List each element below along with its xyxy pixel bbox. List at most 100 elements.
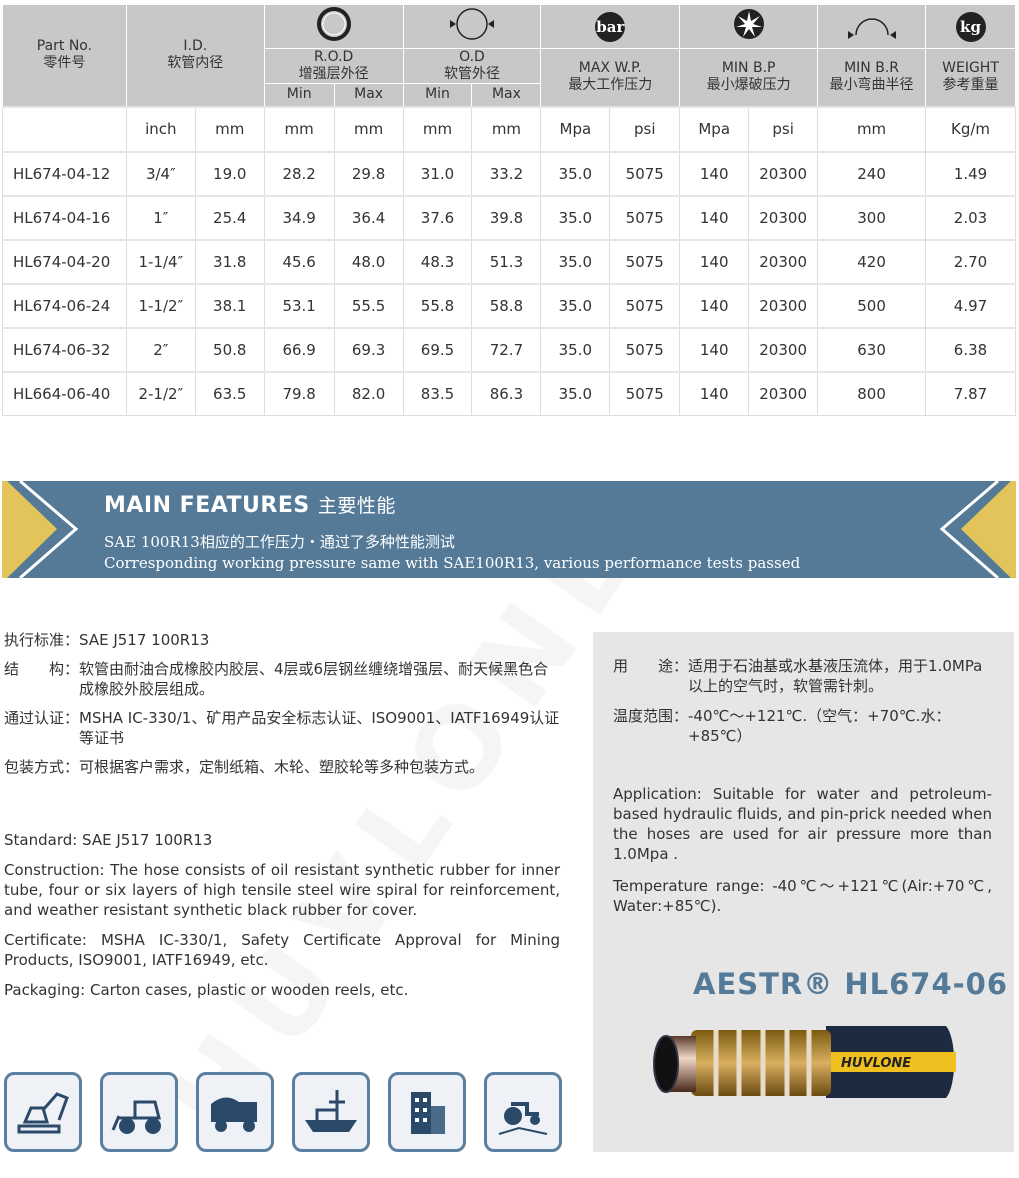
- spec-value: 软管由耐油合成橡胶内胶层、4层或6层钢丝缠绕增强层、耐天候黑色合成橡胶外胶层组成…: [79, 660, 549, 698]
- table-cell: 800: [817, 370, 926, 416]
- spec-item-zh: 温度范围： -40℃～+121℃.（空气：+70℃.水：+85℃）: [613, 706, 992, 746]
- table-row: HL674-06-32 2″ 50.8 66.9 69.3 69.5 72.7 35.0 507…: [2, 326, 1016, 372]
- table-cell: 20300: [748, 194, 819, 240]
- table-cell: 83.5: [402, 370, 473, 416]
- table-cell: 28.2: [263, 150, 335, 196]
- table-cell: 63.5: [194, 370, 265, 416]
- table-cell: 5075: [609, 282, 681, 328]
- table-cell: 1″: [125, 194, 196, 240]
- spec-label: 温度范围：: [613, 707, 689, 725]
- table-cell: 51.3: [471, 238, 542, 284]
- unit-cell: Mpa: [679, 105, 750, 152]
- table-cell: HL674-04-12: [2, 150, 127, 196]
- header-od-min: Min: [402, 83, 473, 107]
- table-cell: 48.0: [333, 238, 404, 284]
- hose-brand: HUVLONE: [841, 1056, 911, 1071]
- table-cell: 50.8: [194, 326, 265, 372]
- table-cell: 31.8: [194, 238, 265, 284]
- features-left-column: 执行标准： SAE J517 100R13 结 构： 软管由耐油合成橡胶内胶层、4层或…: [4, 630, 560, 1010]
- table-cell: 7.87: [925, 370, 1016, 416]
- application-icons: [4, 1072, 562, 1152]
- table-cell: 500: [817, 282, 926, 328]
- table-cell: 6.38: [925, 326, 1016, 372]
- spec-value: 可根据客户需求，定制纸箱、木轮、塑胶轮等多种包装方式。: [79, 758, 485, 776]
- header-weight: WEIGHT 参考重量: [925, 48, 1016, 107]
- header-id: I.D. 软管内径: [125, 4, 265, 107]
- table-cell: HL674-04-20: [2, 238, 127, 284]
- unit-cell: mm: [263, 105, 335, 152]
- unit-cell: [2, 105, 127, 152]
- table-cell: 5075: [609, 370, 681, 416]
- spec-item-en: Application: Suitable for water and petr…: [613, 785, 992, 863]
- unit-cell: Kg/m: [925, 105, 1016, 152]
- table-cell: 45.6: [263, 238, 335, 284]
- table-cell: 79.8: [263, 370, 335, 416]
- table-cell: 25.4: [194, 194, 265, 240]
- table-cell: 69.3: [333, 326, 404, 372]
- table-cell: 140: [679, 238, 750, 284]
- table-cell: 20300: [748, 326, 819, 372]
- spec-label: 包装方式：: [4, 758, 80, 776]
- banner-subtitle-en: Corresponding working pressure same with…: [104, 554, 801, 572]
- table-cell: 66.9: [263, 326, 335, 372]
- table-cell: 3/4″: [125, 150, 196, 196]
- header-wp: MAX W.P. 最大工作压力: [540, 48, 681, 107]
- table-cell: 2.03: [925, 194, 1016, 240]
- table-cell: 35.0: [540, 194, 611, 240]
- table-cell: 33.2: [471, 150, 542, 196]
- table-cell: 5075: [609, 150, 681, 196]
- table-cell: 72.7: [471, 326, 542, 372]
- spec-label: 执行标准：: [4, 631, 80, 649]
- table-cell: 300: [817, 194, 926, 240]
- tractor-icon: [484, 1072, 562, 1152]
- table-cell: 5075: [609, 326, 681, 372]
- table-row: HL674-04-20 1-1/4″ 31.8 45.6 48.0 48.3 51.3 35.…: [2, 238, 1016, 284]
- spec-value: 适用于石油基或水基液压流体，用于1.0MPa以上的空气时，软管需针刺。: [688, 657, 983, 695]
- unit-cell: psi: [609, 105, 681, 152]
- header-br: MIN B.R 最小弯曲半径: [817, 48, 926, 107]
- header-bp: MIN B.P 最小爆破压力: [679, 48, 819, 107]
- table-cell: 420: [817, 238, 926, 284]
- hose-image: HUVLONE: [653, 1026, 956, 1098]
- table-cell: 2.70: [925, 238, 1016, 284]
- table-cell: 140: [679, 282, 750, 328]
- header-od-max: Max: [471, 83, 542, 107]
- spec-item-en: Construction: The hose consists of oil r…: [4, 861, 560, 919]
- table-cell: 35.0: [540, 282, 611, 328]
- features-right-panel: 用 途： 适用于石油基或水基液压流体，用于1.0MPa以上的空气时，软管需针刺。温…: [593, 632, 1014, 1152]
- table-cell: 55.5: [333, 282, 404, 328]
- table-cell: 240: [817, 150, 926, 196]
- table-cell: 630: [817, 326, 926, 372]
- table-row: HL664-06-40 2-1/2″ 63.5 79.8 82.0 83.5 86.3 35.…: [2, 370, 1016, 416]
- table-cell: HL674-04-16: [2, 194, 127, 240]
- table-cell: 31.0: [402, 150, 473, 196]
- banner-subtitle-zh: SAE 100R13相应的工作压力・通过了多种性能测试: [104, 533, 455, 551]
- main-features-banner: MAIN FEATURES 主要性能 SAE 100R13相应的工作压力・通过了…: [2, 481, 1016, 578]
- table-cell: 82.0: [333, 370, 404, 416]
- table-cell: 38.1: [194, 282, 265, 328]
- spec-item-en: Standard: SAE J517 100R13: [4, 831, 213, 849]
- table-cell: 58.8: [471, 282, 542, 328]
- unit-cell: mm: [471, 105, 542, 152]
- unit-cell: mm: [402, 105, 473, 152]
- product-name: AESTR® HL674-06: [693, 967, 1009, 1001]
- unit-cell: mm: [817, 105, 926, 152]
- table-cell: HL674-06-24: [2, 282, 127, 328]
- table-cell: 20300: [748, 282, 819, 328]
- table-cell: 35.0: [540, 150, 611, 196]
- right-chevron-decoration: [939, 481, 1016, 578]
- table-cell: 35.0: [540, 238, 611, 284]
- table-cell: 86.3: [471, 370, 542, 416]
- header-rod-max: Max: [333, 83, 404, 107]
- table-cell: 35.0: [540, 326, 611, 372]
- table-cell: 5075: [609, 194, 681, 240]
- table-cell: 20300: [748, 370, 819, 416]
- table-cell: 53.1: [263, 282, 335, 328]
- table-cell: 2″: [125, 326, 196, 372]
- spec-label: 通过认证：: [4, 709, 80, 727]
- header-part-no: Part No. 零件号: [2, 4, 127, 107]
- spec-item-zh: 包装方式： 可根据客户需求，定制纸箱、木轮、塑胶轮等多种包装方式。: [4, 757, 560, 777]
- left-chevron-decoration: [2, 481, 79, 578]
- unit-cell: mm: [333, 105, 404, 152]
- spec-value: SAE J517 100R13: [79, 631, 210, 649]
